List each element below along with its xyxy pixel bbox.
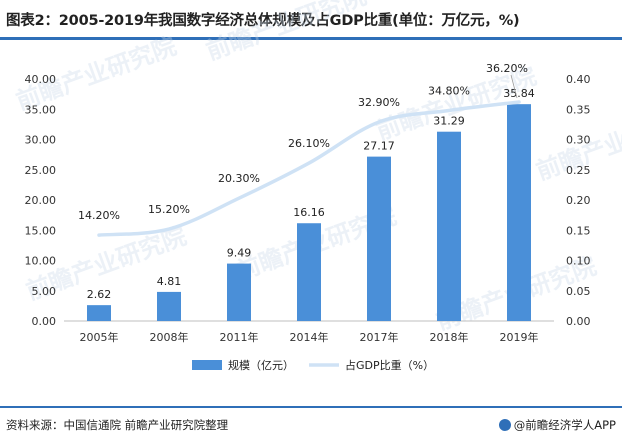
line-point-label: 36.20% [486, 62, 528, 75]
y-left-tick-label: 35.00 [25, 103, 57, 116]
bar-value-label: 9.49 [227, 247, 252, 260]
x-tick-label: 2017年 [360, 330, 399, 344]
x-tick-label: 2008年 [150, 330, 189, 344]
chart: 前瞻产业研究院前瞻产业研究院前瞻产业研究院前瞻产业研究院前瞻产业研究院前瞻产业研… [12, 0, 622, 372]
y-right-tick-label: 0.40 [566, 73, 591, 86]
line-point-label: 14.20% [78, 209, 120, 222]
y-right-tick-label: 0.35 [566, 103, 591, 116]
y-left-tick-label: 10.00 [25, 255, 57, 268]
line-point-label: 34.80% [428, 84, 470, 97]
brand-logo-icon [498, 419, 511, 431]
line-point-label: 26.10% [288, 137, 330, 150]
line-point-label: 32.90% [358, 96, 400, 109]
y-left-tick-label: 15.00 [25, 224, 57, 237]
line-series-gdp-share [97, 100, 521, 237]
bar [367, 156, 391, 321]
line-label-leader [510, 74, 518, 99]
y-left-tick-label: 25.00 [25, 164, 57, 177]
watermark-text: 前瞻产业研究院 [202, 0, 369, 66]
brand-label: @前瞻经济学人APP [513, 418, 616, 432]
bar [297, 223, 321, 321]
y-right-tick-label: 0.05 [566, 285, 591, 298]
legend-bar-swatch [192, 360, 222, 370]
source-note: 资料来源：中国信通院 前瞻产业研究院整理 [6, 418, 229, 432]
y-left-tick-label: 40.00 [25, 73, 57, 86]
bar-value-label: 27.17 [363, 140, 395, 153]
bar-value-label: 35.84 [503, 87, 535, 100]
y-left-tick-label: 5.00 [32, 285, 57, 298]
bar [87, 305, 111, 321]
y-right-tick-label: 0.30 [566, 134, 591, 147]
brand: @前瞻经济学人APP [498, 417, 616, 433]
y-right-tick-label: 0.00 [566, 315, 591, 328]
line-point-label: 20.30% [218, 172, 260, 185]
x-tick-label: 2018年 [430, 330, 469, 344]
x-tick-label: 2019年 [500, 330, 539, 344]
bar [507, 104, 531, 321]
x-tick-label: 2014年 [290, 330, 329, 344]
y-right-tick-label: 0.25 [566, 164, 591, 177]
bar-value-label: 4.81 [157, 275, 182, 288]
bar-value-label: 16.16 [293, 206, 325, 219]
y-left-tick-label: 0.00 [32, 315, 57, 328]
source-bar: 资料来源：中国信通院 前瞻产业研究院整理 @前瞻经济学人APP [0, 406, 622, 441]
bar [437, 131, 461, 321]
bar [227, 263, 251, 321]
title-bar: 图表2：2005-2019年我国数字经济总体规模及占GDP比重(单位：万亿元，%… [0, 0, 622, 40]
y-right-tick-label: 0.20 [566, 194, 591, 207]
x-tick-label: 2011年 [220, 330, 259, 344]
y-right-tick-label: 0.10 [566, 255, 591, 268]
bar-value-label: 2.62 [87, 288, 112, 301]
legend-line-label: 占GDP比重（%） [345, 358, 434, 372]
y-left-tick-label: 20.00 [25, 194, 57, 207]
bar-value-label: 31.29 [433, 115, 465, 128]
y-left-tick-label: 30.00 [25, 134, 57, 147]
y-right-tick-label: 0.15 [566, 224, 591, 237]
legend-bar-label: 规模（亿元） [228, 358, 294, 372]
bar [157, 291, 181, 321]
x-tick-label: 2005年 [80, 330, 119, 344]
line-point-label: 15.20% [148, 203, 190, 216]
chart-title: 图表2：2005-2019年我国数字经济总体规模及占GDP比重(单位：万亿元，%… [6, 13, 520, 29]
